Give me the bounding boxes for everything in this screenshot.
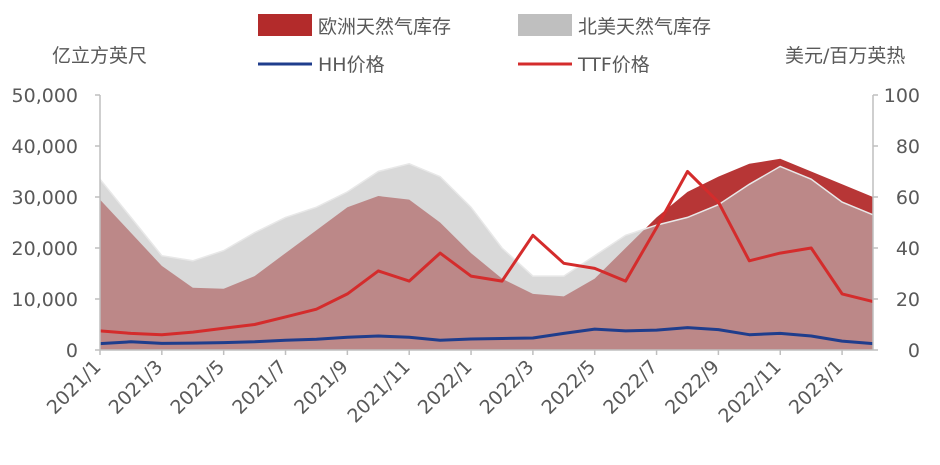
legend-label-eu-storage: 欧洲天然气库存 xyxy=(318,16,451,38)
plot-area xyxy=(99,158,874,350)
x-tick-label: 2022/3 xyxy=(476,356,539,419)
x-tick-label: 2021/7 xyxy=(228,356,291,419)
left-tick-label: 10,000 xyxy=(12,289,78,311)
series-outline-na-storage xyxy=(99,163,874,277)
legend-swatch-eu-storage xyxy=(258,14,312,36)
x-tick-label: 2023/1 xyxy=(785,356,848,419)
legend-label-na-storage: 北美天然气库存 xyxy=(578,16,711,38)
x-tick-label: 2021/11 xyxy=(343,356,414,427)
legend-swatch-na-storage xyxy=(518,14,572,36)
right-tick-label: 20 xyxy=(896,289,920,311)
x-tick-label: 2022/1 xyxy=(414,356,477,419)
x-tick-label: 2021/9 xyxy=(290,356,353,419)
right-tick-label: 40 xyxy=(896,238,920,260)
left-tick-label: 30,000 xyxy=(12,187,78,209)
legend-label-hh: HH价格 xyxy=(318,54,385,76)
x-tick-label: 2021/1 xyxy=(43,356,106,419)
left-tick-label: 50,000 xyxy=(12,85,78,107)
x-tick-label: 2021/5 xyxy=(166,356,229,419)
left-tick-label: 40,000 xyxy=(12,136,78,158)
x-tick-label: 2022/7 xyxy=(599,356,662,419)
x-tick-label: 2022/11 xyxy=(714,356,785,427)
left-tick-label: 20,000 xyxy=(12,238,78,260)
series-line-hh xyxy=(99,326,874,346)
x-tick-label: 2022/9 xyxy=(661,356,724,419)
left-axis-unit: 亿立方英尺 xyxy=(52,45,147,67)
legend: 欧洲天然气库存 北美天然气库存 HH价格 TTF价格 xyxy=(258,14,711,76)
series-area-na-storage xyxy=(100,163,873,350)
right-tick-label: 0 xyxy=(908,340,920,362)
right-tick-label: 100 xyxy=(884,85,920,107)
x-tick-label: 2022/5 xyxy=(537,356,600,419)
right-tick-label: 80 xyxy=(896,136,920,158)
series-line-ttf xyxy=(99,170,874,337)
legend-label-ttf: TTF价格 xyxy=(577,54,650,76)
left-tick-label: 0 xyxy=(66,340,78,362)
right-tick-label: 60 xyxy=(896,187,920,209)
right-axis-unit: 美元/百万英热 xyxy=(785,45,905,67)
x-tick-label: 2021/3 xyxy=(105,356,168,419)
